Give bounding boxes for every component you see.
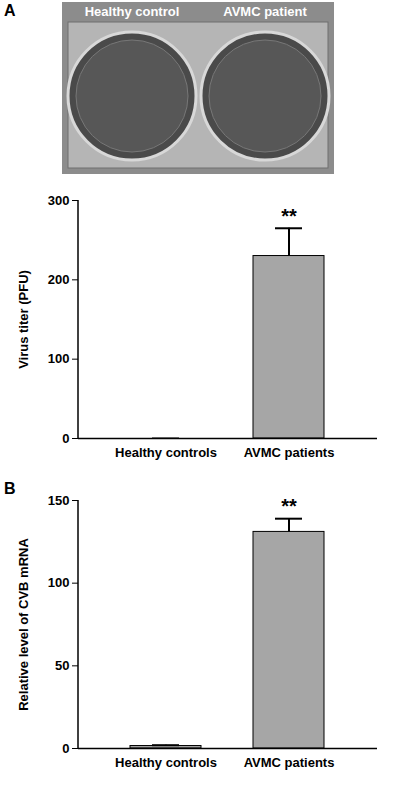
html-text:B: B (4, 480, 16, 497)
svg-text:Relative level of CVB mRNA: Relative level of CVB mRNA (16, 538, 31, 711)
svg-text:50: 50 (55, 658, 69, 673)
svg-text:100: 100 (48, 575, 70, 590)
svg-text:AVMC patients: AVMC patients (244, 755, 335, 770)
svg-text:AVMC patients: AVMC patients (244, 445, 335, 460)
html-text:A: A (4, 2, 16, 19)
svg-text:**: ** (281, 205, 297, 227)
svg-text:Healthy controls: Healthy controls (115, 755, 217, 770)
svg-text:200: 200 (48, 272, 70, 287)
svg-text:0: 0 (62, 741, 69, 756)
svg-text:Virus titer (PFU): Virus titer (PFU) (16, 270, 31, 369)
svg-text:100: 100 (48, 351, 70, 366)
svg-text:Healthy control: Healthy control (85, 4, 180, 19)
svg-text:**: ** (281, 495, 297, 517)
svg-text:150: 150 (48, 493, 70, 508)
svg-text:AVMC patient: AVMC patient (223, 4, 307, 19)
svg-text:0: 0 (62, 431, 69, 446)
svg-text:300: 300 (48, 193, 70, 208)
svg-text:Healthy controls: Healthy controls (115, 445, 217, 460)
